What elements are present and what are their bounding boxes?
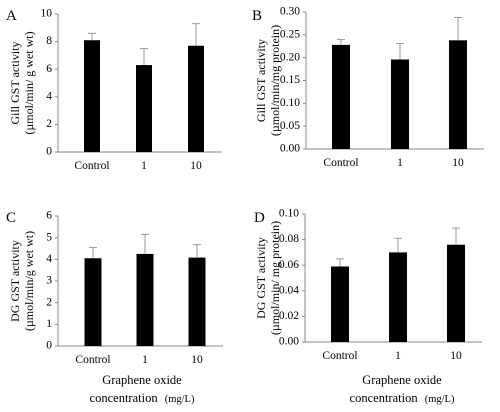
x-title-line2: concentration (mg/L) [90, 391, 195, 405]
y-axis-title: DG GST activity [8, 240, 22, 322]
bar [332, 44, 350, 149]
y-tick-label: 1 [46, 318, 52, 330]
bar [447, 244, 465, 342]
panel-letter: A [6, 8, 17, 24]
error-bar [193, 244, 201, 258]
y-tick-label: 0 [46, 146, 52, 158]
y-tick-label: 2 [46, 118, 52, 130]
bar [84, 258, 102, 346]
panel-letter: C [6, 210, 16, 226]
panel-a: A Gill GST activity (µmol/min/ g wet wt) 0 2… [6, 8, 222, 172]
y-tick-label: 2 [46, 296, 52, 308]
y-tick-label: 0.30 [280, 6, 300, 18]
y-tick-label: 0.10 [279, 208, 299, 220]
y-tick-label: 0.05 [280, 120, 300, 132]
y-axis-unit: (µmol/min/mg protein) [268, 25, 282, 136]
y-tick-label: 0.04 [279, 284, 299, 296]
bar [188, 257, 206, 346]
bar [331, 266, 349, 342]
y-tick-label: 0.00 [280, 143, 300, 155]
y-tick-label: 0.00 [279, 336, 299, 348]
y-tick-label: 0.06 [279, 259, 299, 271]
error-bar [452, 227, 460, 245]
panel-letter: D [254, 210, 265, 226]
panel-c: C DG GST activity (µmol/min/g wet wt) 0 1 2 3 4… [6, 210, 223, 366]
x-title-line2-right: concentration (mg/L) [350, 391, 455, 405]
x-tick-label: 10 [452, 157, 464, 169]
error-bar [454, 16, 462, 41]
bar [84, 40, 100, 152]
x-tick-label: Control [323, 157, 358, 169]
y-tick-label: 5 [46, 231, 52, 243]
y-axis-title: Gill GST activity [254, 39, 268, 122]
y-axis-title: DG GST activity [254, 237, 268, 319]
y-tick-label: 0.20 [280, 51, 300, 63]
error-bar [337, 38, 345, 45]
bar [391, 59, 409, 149]
y-axis-unit: (µmol/min/ g wet wt) [22, 31, 36, 134]
y-tick-label: 8 [46, 35, 52, 47]
y-tick-label: 0.02 [279, 310, 299, 322]
y-axis-unit: (µmol/min/ mg protein) [268, 221, 282, 335]
x-tick-label: 10 [191, 354, 203, 366]
x-title-unit-right: (mg/L) [425, 394, 455, 405]
error-bar [88, 32, 96, 41]
x-tick-label: 1 [142, 354, 148, 366]
x-tick-label: 10 [450, 350, 462, 362]
error-bar [140, 48, 148, 66]
y-tick-label: 0.15 [280, 74, 300, 86]
y-axis-title: Gill GST activity [8, 41, 22, 124]
y-tick-label: 0 [46, 340, 52, 352]
y-tick-label: 3 [46, 275, 52, 287]
x-title-line1-right: Graphene oxide [362, 373, 442, 387]
y-tick-label: 0.10 [280, 97, 300, 109]
bar [136, 253, 154, 346]
bar [449, 40, 467, 149]
x-tick-label: 1 [395, 350, 401, 362]
panel-d: D DG GST activity (µmol/min/ mg protein)0.… [254, 208, 482, 362]
x-axis-title-left: Graphene oxide concentration (mg/L) [90, 373, 195, 405]
x-tick-label: Control [322, 350, 357, 362]
y-tick-label: 4 [46, 253, 52, 265]
x-tick-label: Control [75, 354, 110, 366]
x-axis-title-right: Graphene oxide concentration (mg/L) [350, 373, 455, 405]
error-bar [336, 258, 344, 267]
bar [389, 252, 407, 342]
x-tick-label: Control [74, 160, 109, 172]
x-tick-label: 1 [397, 157, 403, 169]
x-title-line1: Graphene oxide [102, 373, 182, 387]
x-title-concentration: concentration [90, 391, 159, 405]
error-bar [141, 233, 149, 254]
y-tick-label: 6 [46, 210, 52, 222]
panel-letter: B [252, 8, 262, 24]
y-tick-label: 10 [41, 8, 53, 20]
x-title-concentration-right: concentration [350, 391, 419, 405]
error-bar [192, 23, 200, 46]
y-tick-label: 6 [46, 63, 52, 75]
y-axis-unit: (µmol/min/g wet wt) [22, 231, 36, 331]
y-tick-label: 0.25 [280, 28, 300, 40]
bar [136, 65, 152, 152]
error-bar [394, 237, 402, 253]
y-tick-label: 0.08 [279, 233, 299, 245]
x-tick-label: 1 [141, 160, 147, 172]
error-bar [396, 43, 404, 60]
x-tick-label: 10 [190, 160, 202, 172]
y-tick-label: 4 [46, 90, 52, 102]
x-title-unit: (mg/L) [165, 394, 195, 405]
error-bar [89, 246, 97, 259]
bar [188, 45, 204, 152]
